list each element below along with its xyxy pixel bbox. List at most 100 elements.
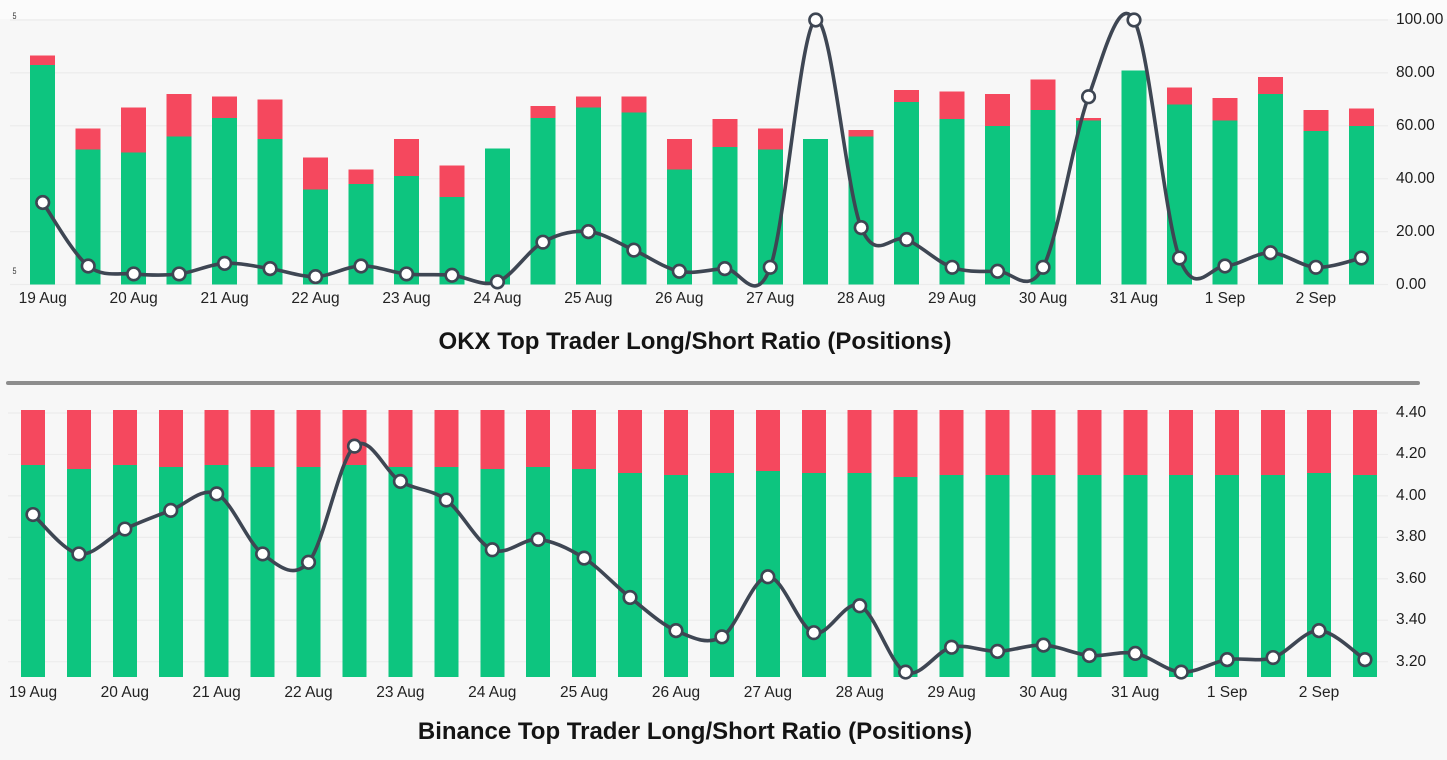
long-bar-segment[interactable]: [66, 468, 91, 677]
ratio-line-marker[interactable]: [163, 502, 179, 519]
short-bar-segment[interactable]: [755, 410, 780, 472]
short-bar-segment[interactable]: [801, 410, 826, 474]
long-bar-segment[interactable]: [1307, 473, 1332, 677]
ratio-line-marker[interactable]: [217, 255, 233, 271]
ratio-line-marker[interactable]: [489, 274, 506, 290]
short-bar-segment[interactable]: [847, 410, 872, 474]
long-bar-segment[interactable]: [303, 189, 329, 285]
short-bar-segment[interactable]: [1348, 108, 1374, 126]
short-bar-segment[interactable]: [618, 410, 643, 474]
ratio-line-marker[interactable]: [1035, 637, 1052, 653]
long-bar-segment[interactable]: [480, 468, 505, 677]
okx-plot-canvas[interactable]: [0, 0, 1447, 300]
ratio-line-marker[interactable]: [80, 258, 96, 274]
long-bar-segment[interactable]: [1076, 120, 1102, 285]
short-bar-segment[interactable]: [526, 410, 551, 467]
ratio-line-marker[interactable]: [25, 506, 41, 523]
long-bar-segment[interactable]: [1215, 475, 1240, 677]
long-bar-segment[interactable]: [893, 477, 918, 677]
long-bar-segment[interactable]: [985, 475, 1010, 677]
ratio-line-marker[interactable]: [989, 643, 1006, 659]
ratio-line-marker[interactable]: [990, 263, 1006, 279]
long-bar-segment[interactable]: [801, 473, 826, 677]
short-bar-segment[interactable]: [709, 410, 734, 474]
short-bar-segment[interactable]: [1077, 410, 1102, 476]
ratio-line-marker[interactable]: [484, 542, 500, 558]
long-bar-segment[interactable]: [484, 148, 510, 285]
ratio-line-marker[interactable]: [762, 259, 778, 275]
ratio-line-marker[interactable]: [126, 266, 142, 282]
long-bar-segment[interactable]: [709, 473, 734, 677]
short-bar-segment[interactable]: [166, 94, 192, 137]
long-bar-segment[interactable]: [342, 464, 367, 677]
short-bar-segment[interactable]: [1076, 117, 1102, 121]
short-bar-segment[interactable]: [480, 410, 505, 469]
short-bar-segment[interactable]: [666, 139, 692, 170]
ratio-line-marker[interactable]: [1353, 250, 1369, 266]
ratio-line-marker[interactable]: [71, 546, 87, 562]
ratio-line-marker[interactable]: [1173, 664, 1189, 680]
ratio-line-marker[interactable]: [717, 261, 733, 277]
ratio-line-marker[interactable]: [714, 629, 730, 645]
ratio-line-marker[interactable]: [392, 473, 409, 489]
short-bar-segment[interactable]: [985, 94, 1011, 126]
ratio-line-marker[interactable]: [438, 492, 454, 508]
ratio-line-marker[interactable]: [943, 639, 960, 655]
long-bar-segment[interactable]: [1212, 120, 1238, 285]
short-bar-segment[interactable]: [1212, 98, 1238, 121]
long-bar-segment[interactable]: [526, 466, 551, 677]
long-bar-segment[interactable]: [257, 139, 283, 285]
short-bar-segment[interactable]: [1257, 76, 1283, 95]
ratio-line-marker[interactable]: [806, 625, 822, 641]
short-bar-segment[interactable]: [712, 119, 738, 147]
ratio-line-marker[interactable]: [535, 234, 551, 250]
short-bar-segment[interactable]: [439, 165, 465, 198]
ratio-line-marker[interactable]: [580, 224, 596, 240]
short-bar-segment[interactable]: [621, 96, 647, 113]
ratio-line-marker[interactable]: [853, 220, 869, 236]
ratio-line-marker[interactable]: [1308, 259, 1324, 275]
ratio-line-marker[interactable]: [808, 12, 824, 28]
short-bar-segment[interactable]: [257, 99, 283, 140]
short-bar-segment[interactable]: [393, 139, 419, 177]
short-bar-segment[interactable]: [30, 55, 56, 65]
ratio-line-marker[interactable]: [530, 531, 546, 548]
ratio-line-marker[interactable]: [1311, 623, 1327, 639]
ratio-line-marker[interactable]: [852, 598, 868, 614]
short-bar-segment[interactable]: [1307, 410, 1332, 474]
ratio-line-marker[interactable]: [262, 261, 278, 277]
ratio-line-marker[interactable]: [35, 194, 51, 211]
short-bar-segment[interactable]: [1166, 87, 1192, 105]
short-bar-segment[interactable]: [158, 410, 183, 467]
ratio-line-marker[interactable]: [622, 589, 638, 606]
long-bar-segment[interactable]: [20, 464, 45, 677]
short-bar-segment[interactable]: [1352, 410, 1377, 476]
short-bar-segment[interactable]: [1169, 410, 1194, 476]
long-bar-segment[interactable]: [166, 136, 192, 285]
ratio-line-marker[interactable]: [1080, 89, 1097, 105]
short-bar-segment[interactable]: [1031, 410, 1056, 476]
long-bar-segment[interactable]: [1169, 475, 1194, 677]
ratio-line[interactable]: [31, 441, 1367, 675]
ratio-line-marker[interactable]: [668, 623, 684, 639]
short-bar-segment[interactable]: [894, 90, 920, 102]
ratio-line-marker[interactable]: [1171, 250, 1188, 266]
short-bar-segment[interactable]: [1030, 79, 1056, 110]
short-bar-segment[interactable]: [296, 410, 321, 467]
short-bar-segment[interactable]: [757, 128, 783, 150]
ratio-line-marker[interactable]: [1127, 645, 1143, 662]
short-bar-segment[interactable]: [434, 410, 459, 467]
long-bar-segment[interactable]: [848, 136, 874, 285]
short-bar-segment[interactable]: [1123, 410, 1148, 476]
long-bar-segment[interactable]: [1123, 475, 1148, 677]
ratio-line-marker[interactable]: [1357, 652, 1373, 668]
ratio-line-marker[interactable]: [899, 231, 915, 248]
short-bar-segment[interactable]: [66, 410, 91, 469]
ratio-line-marker[interactable]: [760, 569, 776, 585]
ratio-line-marker[interactable]: [209, 486, 225, 502]
short-bar-segment[interactable]: [939, 410, 964, 476]
long-bar-segment[interactable]: [1261, 475, 1286, 677]
ratio-line-marker[interactable]: [671, 263, 687, 279]
ratio-line-marker[interactable]: [1217, 258, 1233, 274]
long-bar-segment[interactable]: [847, 473, 872, 677]
